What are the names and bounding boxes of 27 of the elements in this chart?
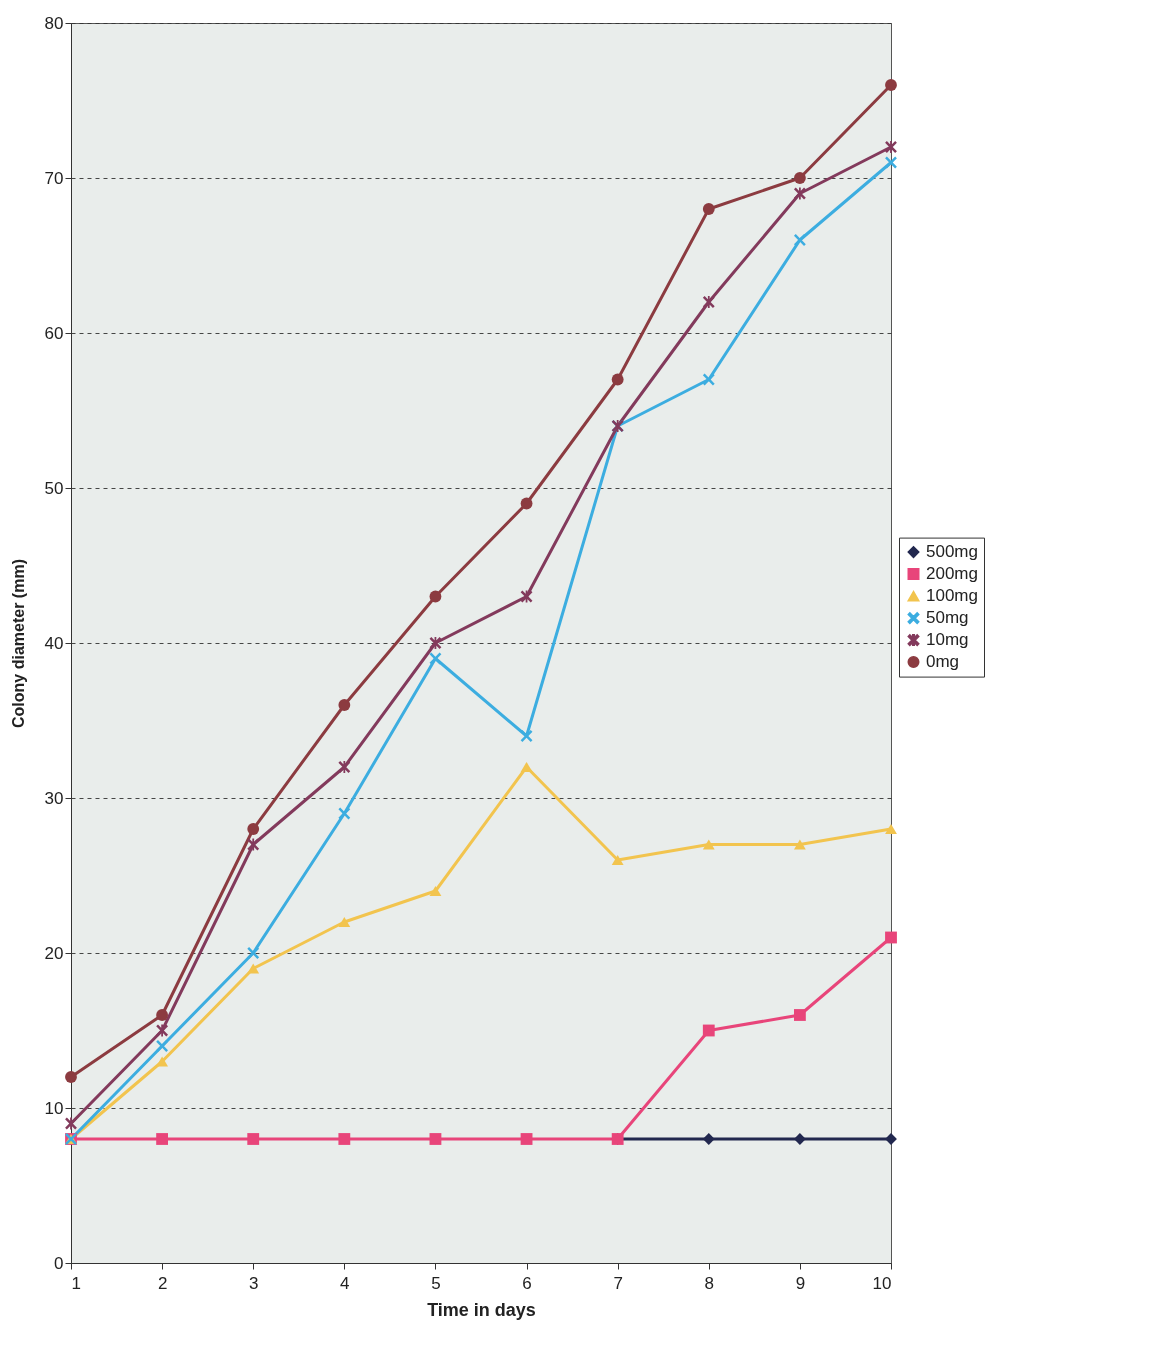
x-tick-label: 10: [872, 1273, 892, 1293]
legend-label: 500mg: [926, 542, 978, 562]
x-tick-label: 8: [704, 1273, 715, 1293]
y-axis-title: Colony diameter (mm): [9, 559, 27, 728]
x-tick-label: 5: [431, 1273, 441, 1293]
legend-label: 0mg: [926, 652, 960, 672]
x-tick-label: 9: [795, 1273, 806, 1293]
legend-label: 10mg: [926, 630, 969, 650]
y-tick-label: 0: [54, 1253, 64, 1273]
x-tick-label: 2: [157, 1273, 168, 1293]
x-tick-label: 3: [248, 1273, 259, 1293]
x-tick-label: 4: [340, 1273, 350, 1293]
y-tick-label: 30: [44, 788, 64, 808]
y-tick-label: 60: [44, 323, 64, 343]
y-tick-label: 10: [44, 1098, 64, 1118]
x-tick-label: 7: [613, 1273, 623, 1293]
legend-label: 50mg: [926, 608, 969, 628]
x-tick-label: 1: [71, 1273, 81, 1293]
legend-label: 200mg: [926, 564, 978, 584]
y-tick-label: 80: [44, 13, 64, 33]
legend-label: 100mg: [926, 586, 978, 606]
y-tick-label: 20: [44, 943, 64, 963]
y-tick-label: 50: [44, 478, 64, 498]
x-tick-label: 6: [522, 1273, 532, 1293]
y-tick-label: 40: [44, 633, 64, 653]
x-axis-title: Time in days: [427, 1299, 536, 1320]
y-tick-label: 70: [44, 168, 64, 188]
